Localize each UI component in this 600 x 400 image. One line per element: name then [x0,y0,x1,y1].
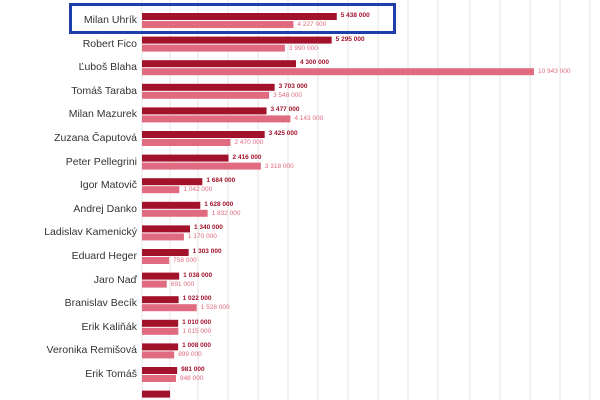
bar-primary [142,178,203,186]
category-label: Erik Tomáš [85,368,137,380]
bar-primary-label: 981 000 [181,366,205,373]
bar-primary-label: 5 295 000 [335,35,365,43]
bar-primary [142,60,297,68]
category-label: Zuzana Čaputová [54,132,137,144]
bar-secondary [142,44,285,52]
bar-secondary-label: 1 528 000 [200,304,230,312]
bar-primary [142,272,180,280]
bar-secondary [142,257,170,264]
bar-secondary-label: 3 548 000 [273,91,302,99]
bar-primary [142,154,229,162]
bar-primary-label: 1 010 000 [182,318,212,326]
bar-primary [142,107,267,115]
bar-secondary [142,209,208,217]
bar-secondary-label: 1 015 000 [182,327,212,335]
category-label: Milan Mazurek [68,108,137,121]
category-label: Igor Matovič [79,179,137,192]
category-label: Branislav Becík [64,297,137,310]
bar-secondary [142,139,231,146]
bar-secondary-label: 691 000 [170,280,195,288]
category-label: Erik Kaliňák [81,320,137,333]
bar-primary [142,13,337,20]
bar-primary [142,319,179,327]
category-label: Tomáš Taraba [71,84,137,97]
bar-primary-label: 1 038 000 [183,271,213,279]
bar-primary-label: 5 438 000 [340,12,370,19]
bar-primary [142,83,275,91]
bar-primary [142,225,190,233]
bar-secondary [142,162,261,170]
bar-primary-label: 1 684 000 [206,177,236,185]
bar-secondary [142,21,294,28]
bar-primary [142,367,178,374]
bar-primary [142,36,332,44]
bar-primary-label: 3 703 000 [278,82,308,90]
category-label: Ladislav Kamenický [44,226,137,239]
bar-secondary [142,375,176,382]
bar-primary-label: 4 300 000 [300,59,329,67]
bar-secondary [142,280,167,288]
bar-primary-label: 1 628 000 [204,200,234,208]
category-label: Milan Uhrík [83,14,137,26]
category-label: Ľuboš Blaha [78,61,137,74]
bar-secondary-label: 3 318 000 [264,162,294,170]
bar-primary [142,249,189,256]
bar-secondary-label: 3 990 000 [288,44,318,52]
bar-secondary-label: 948 000 [179,375,204,382]
bar-primary-label: 1 008 000 [182,342,212,350]
category-label: Robert Fico [82,37,137,50]
bar-primary-label: 1 022 000 [182,295,212,303]
bar-secondary-label: 758 000 [173,257,197,264]
category-label: Eduard Heger [71,250,137,262]
bar-secondary [142,233,184,241]
bar-primary [142,343,179,351]
bar-secondary-label: 2 470 000 [234,139,264,146]
bar-primary-label: 3 477 000 [270,106,300,114]
bar-secondary [142,351,175,359]
bar-secondary-label: 4 227 000 [297,21,327,28]
bar-secondary-label: 1 170 000 [187,233,217,241]
bar-secondary-label: 1 832 000 [211,209,241,217]
bar-primary-label: 2 416 000 [232,153,262,161]
bar-secondary-label: 4 143 000 [294,115,324,123]
category-label: Jaro Naď [93,273,137,286]
bar-secondary-label: 1 042 000 [183,186,213,194]
highlight-box [69,3,396,34]
bar-primary-cutoff [142,390,170,398]
bar-primary [142,296,179,304]
bar-secondary [142,327,179,335]
bar-primary-label: 1 303 000 [192,248,222,255]
bar-secondary-label: 10 943 000 [537,68,571,76]
bar-secondary [142,115,291,123]
bar-secondary [142,91,270,99]
bar-secondary-label: 899 000 [178,351,202,359]
bar-primary-label: 3 425 000 [268,130,298,137]
category-label: Veronika Remišová [46,344,137,357]
bar-primary [142,131,265,138]
bar-secondary [142,186,180,194]
category-label: Peter Pellegrini [65,155,137,168]
bar-secondary [142,68,534,76]
category-label: Andrej Danko [73,202,137,215]
bar-primary-label: 1 340 000 [193,224,223,232]
bar-primary [142,201,201,209]
bar-secondary [142,304,197,312]
